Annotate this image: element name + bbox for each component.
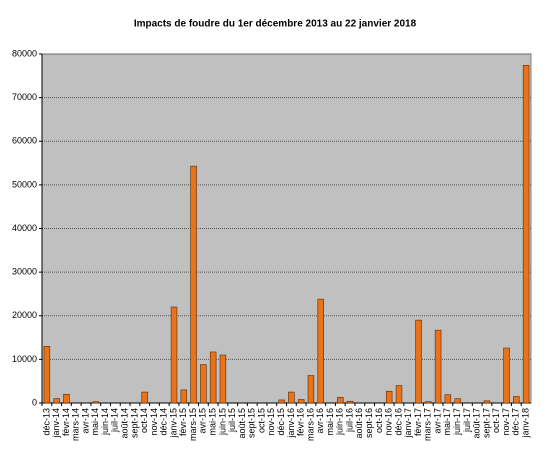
bar	[141, 391, 148, 404]
x-tick-label: juil-16	[344, 408, 354, 433]
x-tick-label: oct-17	[491, 408, 501, 433]
bar	[385, 390, 393, 404]
bar	[200, 364, 207, 404]
x-tick-label: juin-16	[335, 408, 345, 436]
bar	[190, 165, 197, 404]
x-tick-label: sept-14	[129, 408, 139, 438]
x-tick-label: nov-14	[149, 408, 159, 436]
x-tick-label: août-15	[237, 408, 247, 439]
x-tick-label: avr-16	[315, 408, 325, 434]
x-tick-label: févr-16	[296, 408, 306, 436]
x-tick-label: févr-14	[61, 408, 71, 436]
bar	[170, 306, 178, 404]
bar	[209, 351, 217, 404]
bar	[434, 329, 442, 404]
x-tick-label: avr-14	[80, 408, 90, 434]
y-tick-label: 20000	[12, 310, 37, 320]
x-tick-label: févr-17	[413, 408, 423, 436]
x-tick-label: oct-15	[256, 408, 266, 433]
x-tick-label: févr-15	[178, 408, 188, 436]
bar	[278, 399, 285, 404]
bar	[425, 401, 432, 404]
y-tick-label: 80000	[12, 48, 37, 58]
x-tick-label: mars-17	[423, 408, 433, 441]
bar	[53, 398, 60, 404]
bar	[415, 319, 422, 404]
y-tick-label: 50000	[12, 179, 37, 189]
x-tick-label: janv-16	[286, 408, 296, 439]
bar	[513, 396, 520, 404]
bar	[92, 401, 100, 404]
x-tick-label: sept-17	[481, 408, 491, 438]
bar	[444, 394, 452, 404]
bar	[346, 400, 354, 404]
x-tick-label: mai-14	[90, 408, 100, 436]
bar	[288, 391, 295, 404]
x-tick-label: nov-15	[266, 408, 276, 436]
x-tick-label: mai-17	[442, 408, 452, 436]
bar	[395, 385, 403, 404]
y-tick-label: 40000	[12, 223, 37, 233]
x-tick-label: août-14	[120, 408, 130, 439]
chart-title: Impacts de foudre du 1er décembre 2013 a…	[134, 19, 417, 30]
x-tick-label: oct-16	[374, 408, 384, 433]
x-tick-label: déc-13	[41, 408, 51, 436]
bar	[307, 375, 315, 404]
bar	[483, 400, 491, 404]
bar	[63, 393, 70, 404]
bar	[454, 398, 461, 404]
x-tick-label: nov-17	[501, 408, 511, 436]
bar	[337, 397, 344, 404]
x-tick-label: avr-17	[432, 408, 442, 434]
x-tick-label: sept-15	[247, 408, 257, 438]
y-tick-label: 0	[32, 397, 37, 407]
x-tick-label: juin-17	[452, 408, 462, 436]
y-tick-label: 70000	[12, 92, 37, 102]
x-tick-label: janv-17	[403, 408, 413, 439]
x-tick-label: janv-14	[51, 408, 61, 439]
x-tick-label: avr-15	[198, 408, 208, 434]
y-tick-label: 10000	[12, 354, 37, 364]
x-tick-label: mai-16	[325, 408, 335, 436]
x-tick-label: juil-15	[227, 408, 237, 433]
y-tick-label: 30000	[12, 267, 37, 277]
x-tick-label: mars-15	[188, 408, 198, 441]
x-tick-label: déc-17	[511, 408, 521, 436]
x-tick-label: juin-14	[100, 408, 110, 436]
y-tick-label: 60000	[12, 136, 37, 146]
x-tick-label: juil-14	[110, 408, 120, 433]
x-tick-label: juin-15	[217, 408, 227, 436]
x-tick-label: janv-15	[168, 408, 178, 439]
x-tick-label: oct-14	[139, 408, 149, 433]
bar	[503, 347, 510, 404]
x-tick-label: déc-14	[159, 408, 169, 436]
x-tick-label: janv-18	[520, 408, 530, 439]
x-tick-label: déc-15	[276, 408, 286, 436]
x-tick-label: mars-14	[71, 408, 81, 441]
x-tick-label: déc-16	[393, 408, 403, 436]
x-tick-label: juil-17	[462, 408, 472, 433]
bar	[180, 389, 188, 404]
x-tick-label: mars-16	[305, 408, 315, 441]
x-tick-label: mai-15	[208, 408, 218, 436]
bar	[297, 399, 305, 404]
x-tick-label: août-16	[354, 408, 364, 439]
bar	[522, 65, 530, 404]
x-tick-label: nov-16	[384, 408, 394, 436]
bar	[317, 298, 324, 404]
x-tick-label: août-17	[472, 408, 482, 439]
bar	[43, 345, 51, 404]
bar	[219, 354, 227, 404]
x-tick-label: sept-16	[364, 408, 374, 438]
